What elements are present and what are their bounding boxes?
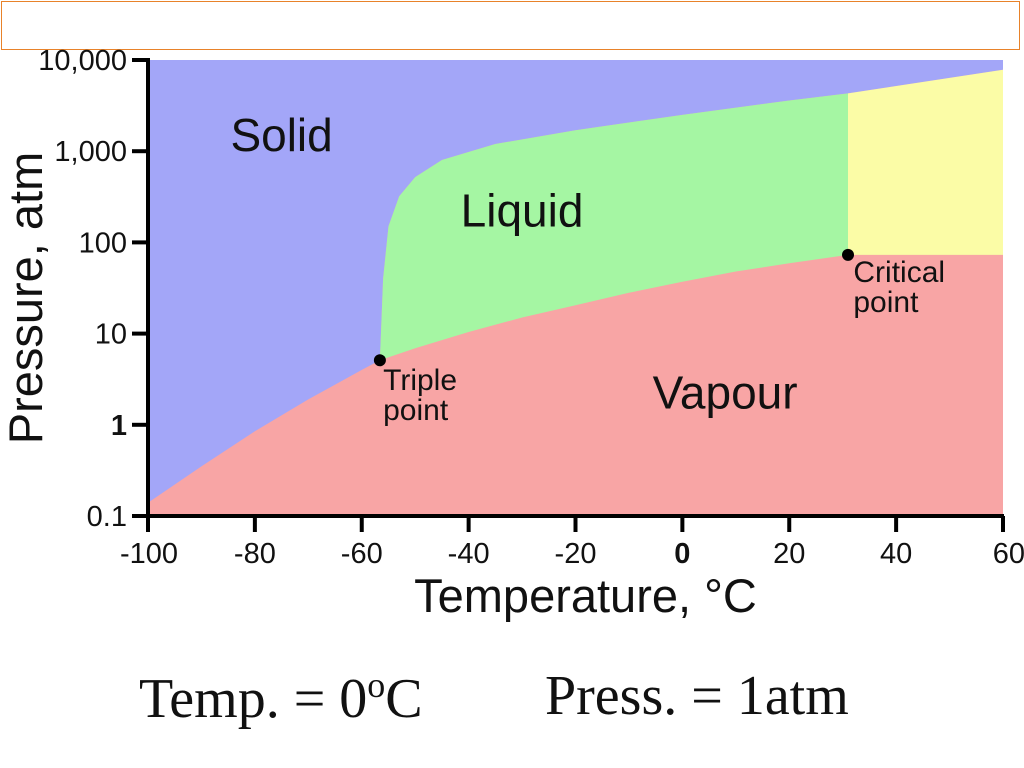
phase-diagram-chart: 0.1 1 10 100 1,000 10,000 -100 -80 -60 -40 -20 0 20 4… bbox=[0, 45, 1024, 622]
y-tick-label: 0.1 bbox=[87, 501, 127, 533]
x-tick-label: 40 bbox=[880, 538, 912, 570]
caption-temp-prefix: Temp. = 0 bbox=[139, 668, 368, 730]
title-box bbox=[1, 1, 1020, 50]
x-tick-label: 0 bbox=[674, 538, 690, 570]
supercritical-region bbox=[848, 69, 1003, 255]
caption-temp-degree: o bbox=[367, 665, 386, 705]
region-label-liquid: Liquid bbox=[461, 184, 584, 236]
y-tick-label: 1 bbox=[111, 410, 127, 442]
y-tick-label: 100 bbox=[79, 227, 127, 259]
x-axis-title: Temperature, °C bbox=[414, 569, 757, 622]
critical-point-label-line: point bbox=[853, 286, 919, 319]
x-tick-label: 60 bbox=[993, 538, 1024, 570]
region-label-vapour: Vapour bbox=[653, 367, 798, 419]
x-tick-label: -20 bbox=[555, 538, 597, 570]
caption: Temp. = 0oC Press. = 1atm bbox=[0, 664, 1024, 744]
y-axis-title: Pressure, atm bbox=[0, 152, 52, 445]
critical-point-label-line: Critical bbox=[853, 256, 945, 289]
critical-point-marker bbox=[842, 248, 854, 261]
x-tick-label: 20 bbox=[773, 538, 805, 570]
x-tick-label: -80 bbox=[234, 538, 276, 570]
triple-point-marker bbox=[373, 354, 386, 367]
caption-pressure: Press. = 1atm bbox=[545, 665, 849, 727]
caption-temp-unit: C bbox=[385, 668, 423, 730]
x-tick-label: -60 bbox=[341, 538, 383, 570]
y-tick-label: 1,000 bbox=[54, 136, 127, 168]
x-tick-label: -40 bbox=[448, 538, 490, 570]
plot-points bbox=[373, 248, 854, 367]
solid-region bbox=[148, 60, 1003, 503]
caption-temperature: Temp. = 0oC bbox=[139, 664, 423, 731]
region-label-solid: Solid bbox=[230, 109, 332, 161]
y-tick-label: 10,000 bbox=[38, 45, 127, 77]
liquid-region bbox=[379, 93, 848, 361]
triple-point-label-line: Triple bbox=[383, 364, 457, 397]
triple-point-label-line: point bbox=[383, 394, 449, 427]
y-tick-label: 10 bbox=[95, 319, 127, 351]
plot-regions bbox=[148, 60, 1003, 516]
plot-text: Temperature, °C Pressure, atm Solid Liquid V… bbox=[0, 109, 945, 622]
plot-axes: 0.1 1 10 100 1,000 10,000 -100 -80 -60 -40 -20 0 20 4… bbox=[38, 45, 1024, 570]
x-tick-label: -100 bbox=[120, 538, 178, 570]
